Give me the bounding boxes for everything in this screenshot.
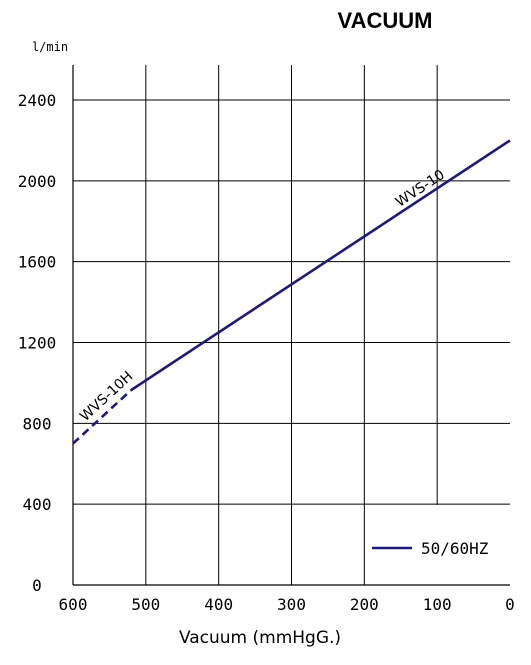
- legend-label: 50/60HZ: [421, 539, 489, 558]
- axes: [72, 65, 510, 586]
- series-line-dashed: [72, 389, 133, 445]
- x-tick-label: 300: [277, 595, 306, 614]
- y-tick-label: 800: [23, 414, 52, 433]
- series-segment-label: WVS-10: [393, 167, 448, 211]
- x-tick-label: 100: [423, 595, 452, 614]
- tick-labels: 0 400 800 1200 1600 2000 2400 600 500 400 300 200 10…: [18, 91, 515, 614]
- y-tick-label: 400: [23, 495, 52, 514]
- y-tick-label: 0: [32, 576, 42, 595]
- legend: 50/60HZ: [372, 539, 489, 558]
- y-tick-label: 1200: [18, 334, 57, 353]
- x-tick-label: 0: [505, 595, 515, 614]
- y-tick-label: 2000: [18, 172, 57, 191]
- x-tick-label: 600: [59, 595, 88, 614]
- grid-lines: [73, 65, 510, 585]
- x-tick-label: 400: [204, 595, 233, 614]
- y-tick-label: 2400: [18, 91, 57, 110]
- y-axis-label: l/min: [32, 40, 68, 54]
- y-tick-label: 1600: [18, 253, 57, 272]
- x-tick-label: 200: [350, 595, 379, 614]
- x-tick-label: 500: [131, 595, 160, 614]
- chart-title: VACUUM: [338, 8, 433, 33]
- series-segment-label: WVS-10H: [77, 369, 136, 425]
- x-axis-label: Vacuum (mmHgG.): [179, 628, 341, 648]
- series-line-solid: [130, 139, 511, 392]
